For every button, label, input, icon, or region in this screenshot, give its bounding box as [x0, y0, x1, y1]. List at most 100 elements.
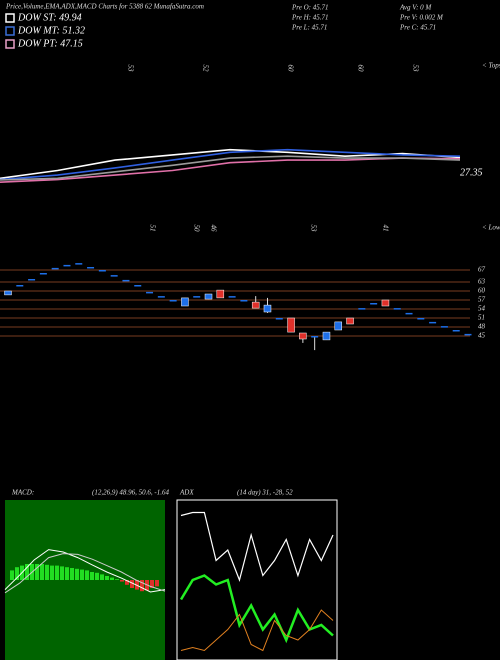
- candle-body: [346, 317, 354, 325]
- candle-body: [87, 267, 95, 269]
- macd-bar: [150, 580, 154, 588]
- candle-body: [417, 318, 425, 320]
- candle-body: [122, 279, 130, 282]
- legend-label: DOW PT: 47.15: [17, 38, 83, 49]
- candle-body: [452, 330, 460, 332]
- top-label: 52: [201, 65, 209, 73]
- candle-body: [358, 308, 366, 310]
- candle-body: [322, 331, 331, 341]
- top-label: 60: [286, 65, 294, 73]
- macd-bar: [80, 569, 84, 580]
- info-text: Pre C: 45.71: [399, 24, 436, 32]
- macd-bar: [65, 567, 69, 580]
- macd-bar: [15, 567, 19, 580]
- adx-panel: [176, 499, 338, 660]
- candle-body: [381, 299, 390, 307]
- y-tick-label: 54: [478, 305, 486, 313]
- ema-line: [0, 157, 461, 183]
- macd-bar: [70, 568, 74, 580]
- candle-body: [157, 296, 165, 298]
- y-tick-label: 63: [478, 278, 486, 286]
- legend-swatch: [5, 26, 15, 36]
- macd-bar: [10, 570, 14, 580]
- candle-body: [51, 267, 59, 270]
- candle-body: [240, 300, 248, 302]
- adx-line: [180, 511, 334, 582]
- macd-bar: [35, 564, 39, 580]
- adx-line: [180, 609, 334, 652]
- macd-bar: [40, 564, 44, 580]
- legend-label: DOW ST: 49.94: [17, 12, 82, 23]
- top-label: 53: [126, 65, 134, 73]
- low-label: 46: [209, 225, 217, 233]
- panel-params: (12,26,9) 48.96, 50.6, -1.64: [92, 489, 169, 497]
- macd-bar: [105, 576, 109, 580]
- candle-body: [287, 317, 295, 333]
- top-label: 60: [356, 65, 364, 73]
- candle-body: [251, 301, 260, 309]
- candle-body: [263, 304, 272, 313]
- candle-body: [146, 291, 154, 294]
- low-label: 53: [309, 225, 317, 233]
- macd-bar: [95, 572, 99, 580]
- candle-body: [39, 273, 47, 275]
- info-text: Avg V: 0 M: [399, 4, 432, 12]
- candle-body: [370, 303, 378, 305]
- y-tick-label: 51: [478, 314, 485, 322]
- ema-line: [0, 148, 461, 181]
- candle-body: [275, 318, 283, 320]
- macd-bar: [115, 579, 119, 580]
- candle-body: [216, 289, 225, 299]
- info-text: Pre O: 45.71: [291, 4, 328, 12]
- annotation: 27.35: [460, 167, 483, 178]
- macd-bar: [130, 580, 134, 588]
- y-tick-label: 60: [478, 287, 486, 295]
- candle-body: [110, 275, 118, 277]
- y-tick-label: 67: [478, 266, 486, 274]
- y-tick-label: 48: [478, 323, 486, 331]
- macd-bar: [140, 580, 144, 592]
- candle-body: [4, 290, 12, 296]
- macd-bar: [155, 580, 159, 587]
- candle-body: [299, 332, 307, 340]
- top-label: 53: [411, 65, 419, 73]
- candle-body: [134, 285, 142, 287]
- candle-body: [464, 333, 472, 336]
- lows-label: < Lows: [482, 224, 500, 232]
- ema-line: [0, 155, 461, 181]
- macd-bar: [50, 565, 54, 580]
- macd-bar: [55, 565, 59, 580]
- legend-swatch: [5, 13, 15, 23]
- candle-body: [228, 296, 236, 298]
- macd-bar: [45, 564, 49, 580]
- candle-body: [405, 312, 413, 315]
- candle-body: [181, 297, 189, 307]
- candle-body: [98, 270, 106, 272]
- candle-body: [75, 263, 83, 265]
- macd-bar: [75, 568, 79, 580]
- candle-body: [193, 296, 201, 298]
- candle-body: [429, 321, 437, 324]
- adx-line: [179, 574, 334, 644]
- low-label: 51: [148, 225, 156, 232]
- panel-label: MACD:: [11, 489, 34, 497]
- macd-bar: [125, 580, 129, 585]
- candle-body: [63, 264, 71, 267]
- macd-bar: [25, 564, 29, 580]
- candle-body: [28, 279, 36, 281]
- macd-line: [4, 549, 166, 593]
- info-text: Pre H: 45.71: [291, 14, 328, 22]
- candle-body: [16, 285, 24, 287]
- legend-swatch: [5, 39, 15, 49]
- page-title: Price,Volume,EMA,ADX,MACD Charts for 538…: [5, 3, 204, 11]
- legend-label: DOW MT: 51.32: [17, 25, 85, 36]
- macd-bar: [100, 574, 104, 580]
- info-text: Pre V: 0.002 M: [399, 14, 444, 22]
- macd-line: [4, 553, 166, 594]
- macd-bar: [85, 570, 89, 580]
- y-tick-label: 57: [478, 296, 486, 304]
- candle-body: [169, 300, 177, 302]
- candle-body: [204, 293, 213, 300]
